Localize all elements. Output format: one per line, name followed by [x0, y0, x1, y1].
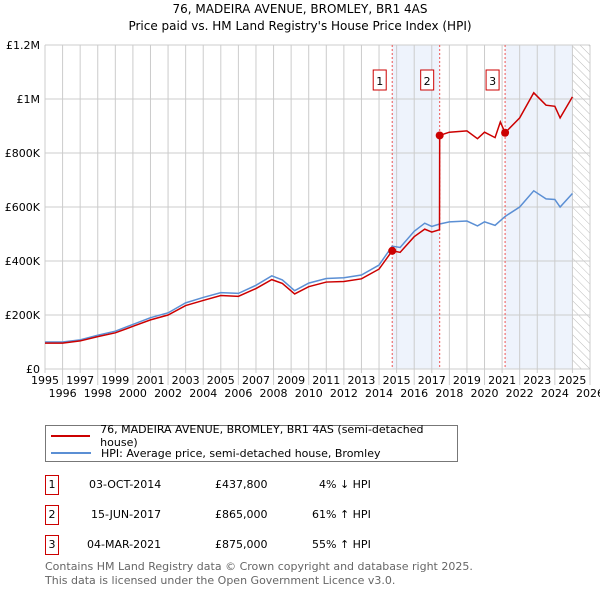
x-tick-label: 2008 [260, 387, 288, 400]
y-tick-label: £800K [5, 147, 41, 160]
legend-item-hpi: HPI: Average price, semi-detached house,… [51, 445, 380, 461]
x-tick-label: 2005 [207, 374, 235, 387]
y-tick-label: £0 [26, 363, 40, 376]
sale-marker: 3 [45, 535, 59, 555]
price-chart: 76, MADEIRA AVENUE, BROMLEY, BR1 4AS Pri… [5, 2, 600, 400]
sale-marker: 2 [45, 505, 59, 525]
x-tick-label: 2023 [523, 374, 551, 387]
x-tick-label: 2012 [330, 387, 358, 400]
legend-item-property: 76, MADEIRA AVENUE, BROMLEY, BR1 4AS (se… [51, 423, 457, 449]
y-tick-label: £400K [5, 255, 41, 268]
x-tick-label: 2017 [418, 374, 446, 387]
sale-row: 2 15-JUN-2017 £865,000 61% ↑ HPI [45, 505, 445, 525]
x-tick-label: 2016 [400, 387, 428, 400]
footer-copyright: Contains HM Land Registry data © Crown c… [45, 560, 473, 573]
x-tick-label: 2024 [541, 387, 569, 400]
x-tick-label: 2009 [277, 374, 305, 387]
sale-marker-box [420, 69, 435, 91]
x-tick-label: 2021 [488, 374, 516, 387]
x-tick-label: 2022 [506, 387, 534, 400]
legend-swatch-red [51, 435, 91, 437]
x-tick-label: 2019 [453, 374, 481, 387]
x-tick-label: 2011 [312, 374, 340, 387]
x-tick-label: 2010 [295, 387, 323, 400]
sale-row: 1 03-OCT-2014 £437,800 4% ↓ HPI [45, 475, 445, 495]
y-tick-label: £200K [5, 309, 41, 322]
x-tick-label: 2013 [347, 374, 375, 387]
property-price-line [45, 91, 574, 344]
sale-hpi: 55% ↑ HPI [312, 538, 371, 551]
chart-subtitle: Price paid vs. HM Land Registry's House … [128, 19, 471, 33]
sale-marker: 1 [45, 475, 59, 495]
legend: 76, MADEIRA AVENUE, BROMLEY, BR1 4AS (se… [45, 423, 458, 462]
sale-price: £865,000 [215, 508, 268, 521]
sale-point [501, 128, 510, 137]
x-tick-label: 2018 [435, 387, 463, 400]
x-tick-label: 1996 [49, 387, 77, 400]
y-tick-label: £600K [5, 201, 41, 214]
x-tick-label: 2003 [172, 374, 200, 387]
x-tick-label: 2000 [119, 387, 147, 400]
sale-price: £875,000 [215, 538, 268, 551]
sale-date: 03-OCT-2014 [89, 478, 162, 491]
sale-marker-label: 3 [489, 75, 496, 88]
sale-marker-box [485, 69, 500, 91]
x-tick-label: 2001 [136, 374, 164, 387]
x-tick-label: 2025 [558, 374, 586, 387]
x-tick-label: 2006 [224, 387, 252, 400]
x-tick-label: 2026 [576, 387, 600, 400]
sale-marker-box [372, 69, 387, 91]
sale-point [435, 131, 444, 140]
sale-date: 15-JUN-2017 [91, 508, 162, 521]
sale-price: £437,800 [215, 478, 268, 491]
legend-label: HPI: Average price, semi-detached house,… [101, 446, 381, 460]
legend-swatch-blue [51, 452, 91, 454]
x-tick-label: 1999 [101, 374, 129, 387]
sale-row: 3 04-MAR-2021 £875,000 55% ↑ HPI [45, 535, 445, 555]
y-tick-label: £1.2M [6, 39, 40, 52]
sale-hpi: 61% ↑ HPI [312, 508, 371, 521]
x-tick-label: 2014 [365, 387, 393, 400]
x-tick-label: 1998 [84, 387, 112, 400]
footer-licence: This data is licensed under the Open Gov… [45, 574, 396, 587]
sale-date: 04-MAR-2021 [87, 538, 162, 551]
x-tick-label: 1995 [31, 374, 59, 387]
x-tick-label: 1997 [66, 374, 94, 387]
x-tick-label: 2020 [471, 387, 499, 400]
legend-label: 76, MADEIRA AVENUE, BROMLEY, BR1 4AS (se… [100, 423, 424, 449]
sale-point [388, 246, 397, 255]
x-tick-label: 2002 [154, 387, 182, 400]
sale-marker-label: 1 [376, 75, 383, 88]
x-tick-label: 2004 [189, 387, 217, 400]
y-tick-label: £1M [17, 93, 41, 106]
chart-title: 76, MADEIRA AVENUE, BROMLEY, BR1 4AS [173, 2, 428, 16]
hpi-line [45, 189, 573, 343]
x-tick-label: 2007 [242, 374, 270, 387]
sale-marker-label: 2 [424, 75, 431, 88]
sale-hpi: 4% ↓ HPI [319, 478, 371, 491]
x-tick-label: 2015 [383, 374, 411, 387]
